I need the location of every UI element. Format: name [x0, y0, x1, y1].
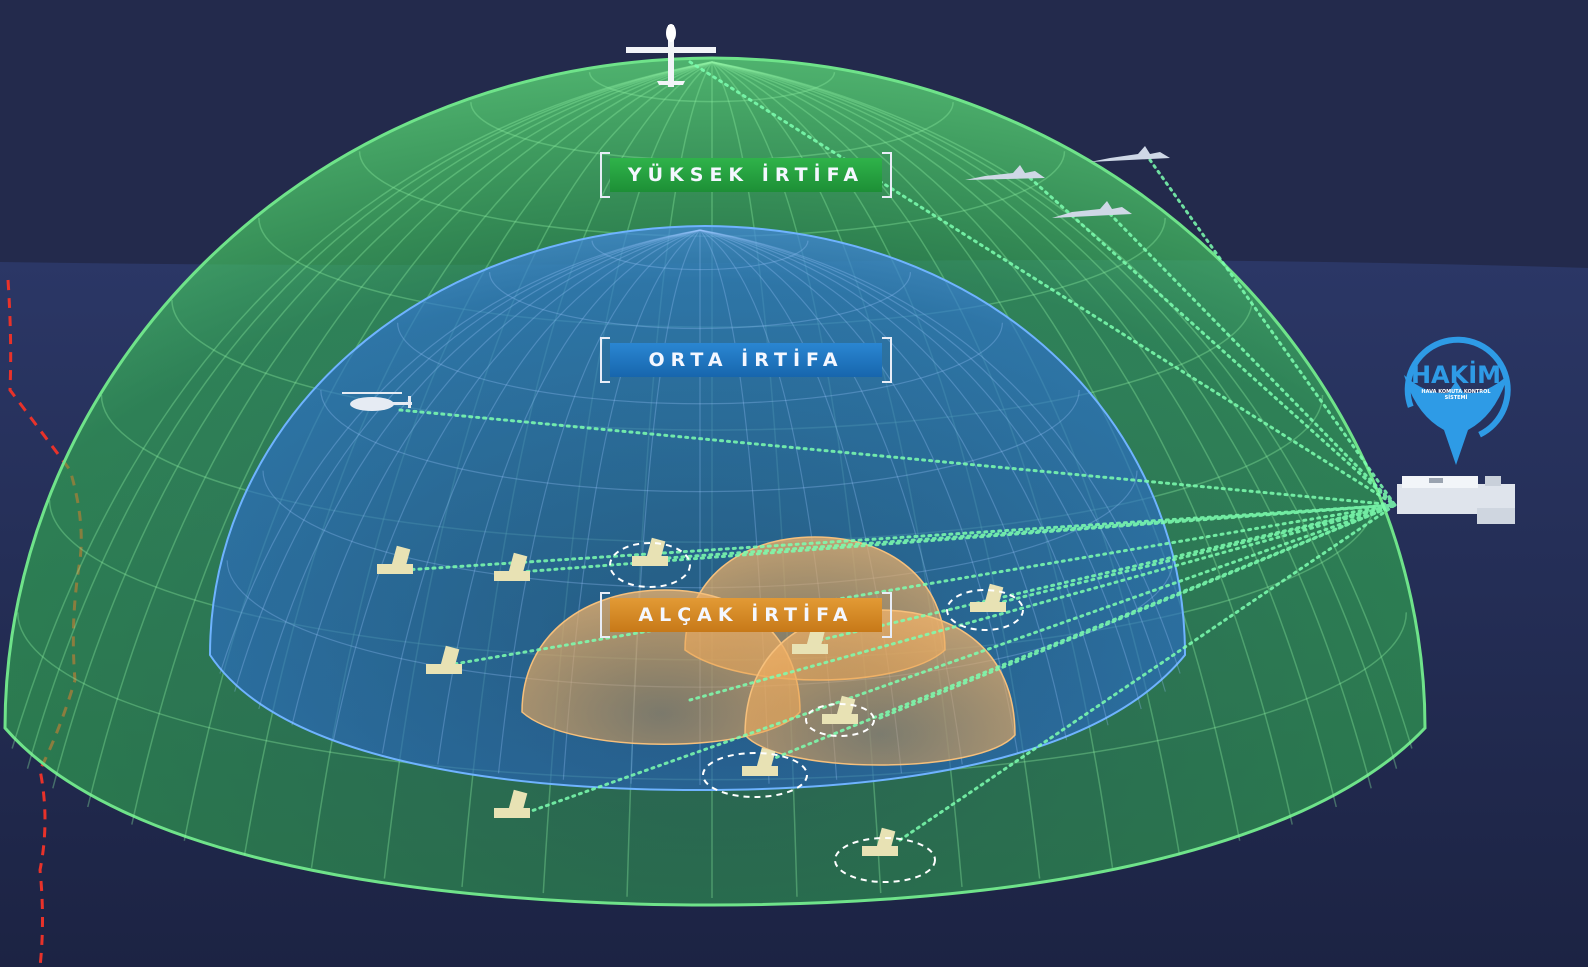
radar-launcher-icon — [494, 552, 530, 581]
radar-launcher-icon — [822, 695, 858, 724]
low-altitude-label: ALÇAK İRTİFA — [600, 592, 892, 638]
battery-ring — [702, 752, 808, 798]
fighter-jet-icon — [965, 146, 1170, 218]
hakim-logo: HAKİM HAVA KOMUTA KONTROL SİSTEMİ — [1404, 336, 1511, 465]
logo-title: HAKİM — [1411, 360, 1501, 389]
radar-launcher-icon — [494, 789, 530, 818]
radar-launcher-icon — [862, 827, 898, 856]
mid-altitude-label: ORTA İRTİFA — [600, 337, 892, 383]
radar-launcher-icon — [377, 545, 413, 574]
eagle-icon — [1404, 375, 1508, 465]
battery-ring — [609, 542, 691, 588]
radar-launcher-icon — [426, 645, 462, 674]
uav-icon — [626, 24, 716, 87]
helicopter-icon — [342, 392, 412, 411]
logo-subtitle-2: SİSTEMİ — [1445, 394, 1468, 401]
battery-ring — [805, 703, 875, 737]
high-altitude-label: YÜKSEK İRTİFA — [600, 152, 892, 198]
battery-ring — [946, 589, 1024, 631]
launcher-vehicles — [377, 537, 1024, 883]
battery-ring — [834, 837, 936, 883]
command-center-icon — [1397, 476, 1515, 524]
logo-subtitle-1: HAVA KOMUTA KONTROL — [1421, 389, 1491, 395]
